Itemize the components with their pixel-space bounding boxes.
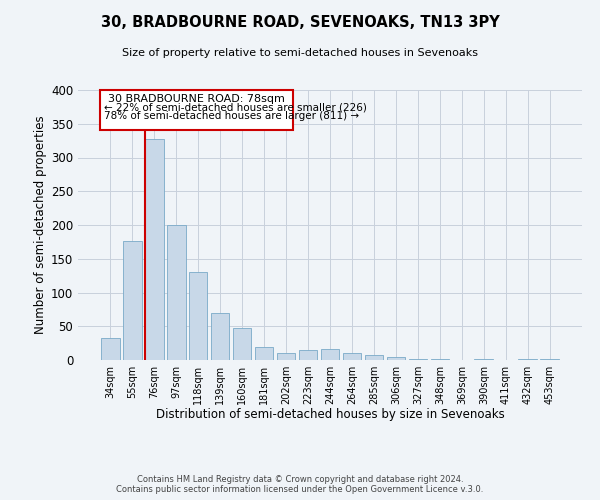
Bar xyxy=(211,314,229,360)
Bar xyxy=(431,358,449,360)
Bar xyxy=(320,348,340,360)
Bar xyxy=(123,240,142,360)
Y-axis label: Number of semi-detached properties: Number of semi-detached properties xyxy=(34,116,47,334)
Text: Contains public sector information licensed under the Open Government Licence v.: Contains public sector information licen… xyxy=(116,485,484,494)
Bar xyxy=(409,358,427,360)
Bar xyxy=(277,352,295,360)
X-axis label: Distribution of semi-detached houses by size in Sevenoaks: Distribution of semi-detached houses by … xyxy=(155,408,505,422)
Text: Contains HM Land Registry data © Crown copyright and database right 2024.: Contains HM Land Registry data © Crown c… xyxy=(137,475,463,484)
Text: 30, BRADBOURNE ROAD, SEVENOAKS, TN13 3PY: 30, BRADBOURNE ROAD, SEVENOAKS, TN13 3PY xyxy=(101,15,499,30)
Text: Size of property relative to semi-detached houses in Sevenoaks: Size of property relative to semi-detach… xyxy=(122,48,478,58)
Bar xyxy=(233,328,251,360)
Bar xyxy=(101,338,119,360)
Bar xyxy=(343,353,361,360)
Text: 78% of semi-detached houses are larger (811) →: 78% of semi-detached houses are larger (… xyxy=(104,111,359,121)
Bar xyxy=(299,350,317,360)
Bar xyxy=(189,272,208,360)
Bar xyxy=(145,138,164,360)
FancyBboxPatch shape xyxy=(100,90,293,130)
Text: ← 22% of semi-detached houses are smaller (226): ← 22% of semi-detached houses are smalle… xyxy=(104,103,367,113)
Bar xyxy=(167,225,185,360)
Bar xyxy=(255,346,274,360)
Bar xyxy=(365,356,383,360)
Bar xyxy=(386,358,405,360)
Text: 30 BRADBOURNE ROAD: 78sqm: 30 BRADBOURNE ROAD: 78sqm xyxy=(108,94,284,104)
Bar xyxy=(541,358,559,360)
